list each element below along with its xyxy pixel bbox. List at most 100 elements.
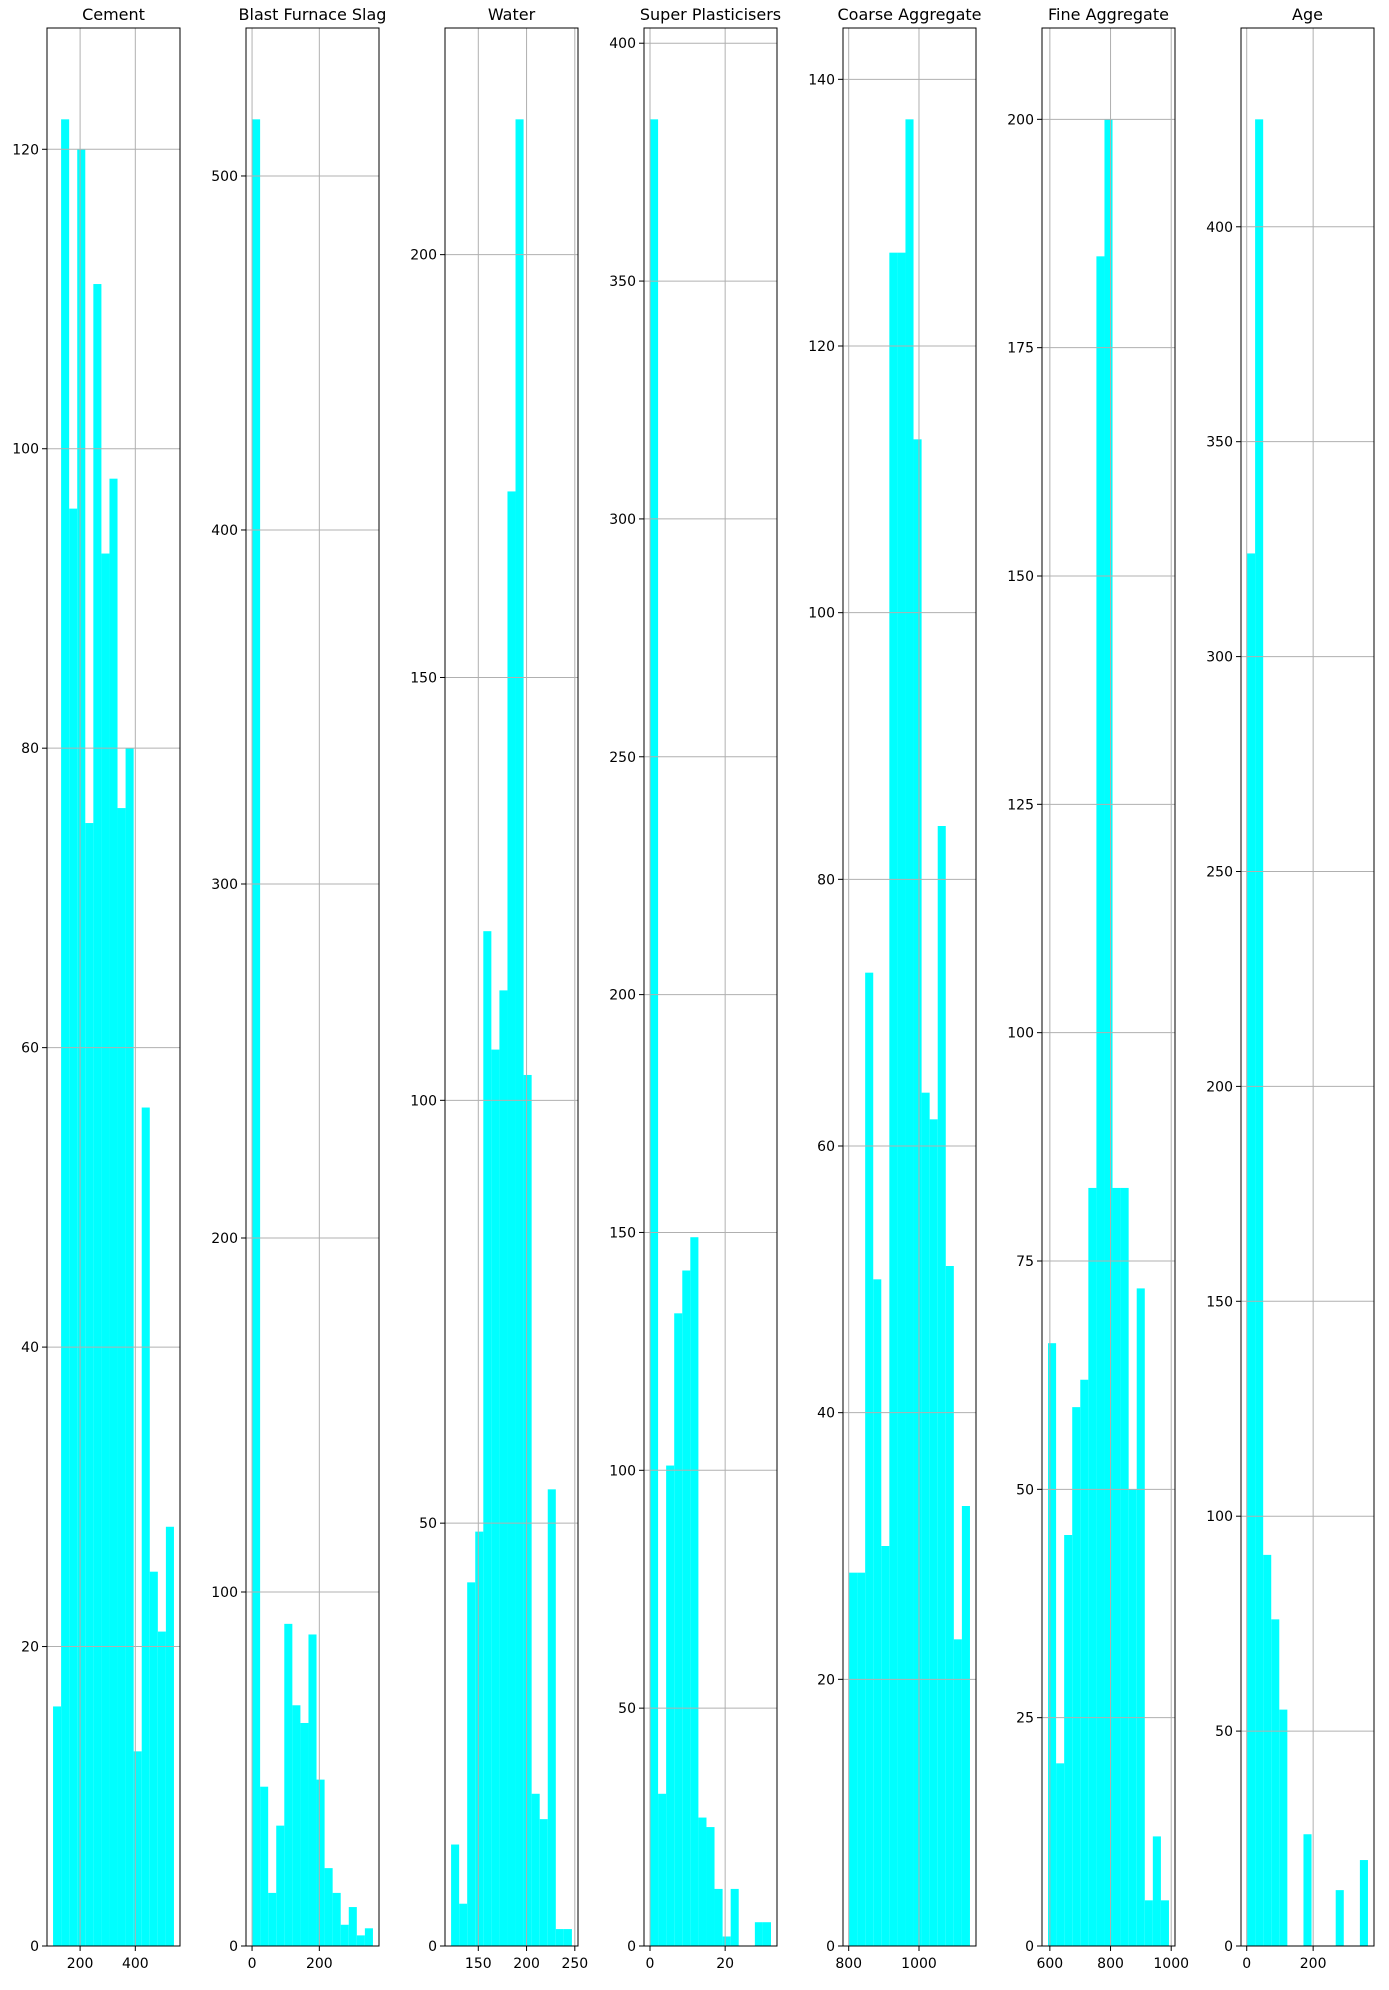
x-tick-label: 800 xyxy=(1097,1956,1124,1972)
bar xyxy=(165,1526,174,1946)
y-tick-label: 0 xyxy=(428,1939,437,1955)
bar xyxy=(316,1779,325,1946)
bar xyxy=(364,1928,373,1946)
x-tick-label: 200 xyxy=(513,1956,540,1972)
x-tick-label: 250 xyxy=(561,1956,588,1972)
y-tick-label: 60 xyxy=(817,1139,835,1155)
bar xyxy=(467,1582,476,1946)
x-tick-label: 0 xyxy=(248,1956,257,1972)
y-tick-label: 200 xyxy=(1007,112,1034,128)
y-tick-label: 125 xyxy=(1007,797,1034,813)
y-tick-label: 150 xyxy=(609,1225,636,1241)
y-tick-label: 0 xyxy=(1224,1939,1233,1955)
bar xyxy=(690,1237,699,1946)
x-tick-label: 1000 xyxy=(1153,1956,1189,1972)
axes-frame xyxy=(245,27,380,1947)
bar xyxy=(157,1631,166,1946)
bar xyxy=(1112,1187,1121,1946)
y-tick-label: 175 xyxy=(1007,341,1034,357)
y-tick-label: 500 xyxy=(211,169,238,185)
chart-title: Blast Furnace Slag xyxy=(239,5,387,24)
bar xyxy=(141,1107,150,1946)
y-tick-label: 120 xyxy=(12,142,39,158)
bar xyxy=(897,252,906,1947)
bar xyxy=(491,1049,500,1946)
y-tick-label: 40 xyxy=(21,1340,39,1356)
axes-frame xyxy=(842,27,977,1947)
bar xyxy=(674,1313,683,1946)
y-tick-label: 200 xyxy=(410,248,437,264)
bar xyxy=(1303,1834,1312,1946)
bar xyxy=(523,1074,532,1946)
y-tick-label: 100 xyxy=(211,1585,238,1601)
chart-title: Super Plasticisers xyxy=(640,5,781,24)
x-tick-label: 0 xyxy=(646,1956,655,1972)
y-tick-label: 300 xyxy=(211,877,238,893)
x-tick-label: 0 xyxy=(1242,1956,1251,1972)
bar xyxy=(929,1119,938,1946)
bar xyxy=(873,1279,882,1946)
bar xyxy=(1096,256,1105,1946)
chart-title: Coarse Aggregate xyxy=(837,5,981,24)
y-tick-label: 75 xyxy=(1016,1254,1034,1270)
bar xyxy=(658,1793,667,1946)
bar xyxy=(1088,1187,1097,1946)
bar xyxy=(1160,1900,1169,1946)
bar xyxy=(475,1531,484,1946)
y-tick-label: 150 xyxy=(410,670,437,686)
bar xyxy=(937,826,946,1946)
bar xyxy=(1056,1763,1065,1946)
bar xyxy=(881,1546,890,1946)
bar xyxy=(857,1572,866,1946)
x-tick-label: 600 xyxy=(1036,1956,1063,1972)
y-tick-label: 0 xyxy=(1025,1939,1034,1955)
bar xyxy=(1048,1343,1057,1946)
y-tick-label: 100 xyxy=(808,606,835,622)
bar xyxy=(945,1266,954,1946)
y-tick-label: 50 xyxy=(618,1701,636,1717)
chart-title: Water xyxy=(488,5,536,24)
bar xyxy=(1072,1407,1081,1946)
y-tick-label: 350 xyxy=(1206,435,1233,451)
bar xyxy=(865,972,874,1946)
y-tick-label: 40 xyxy=(817,1406,835,1422)
bar xyxy=(356,1935,365,1946)
bar xyxy=(905,119,914,1946)
axes-frame xyxy=(444,27,579,1947)
axes-frame xyxy=(1041,27,1176,1947)
y-tick-label: 200 xyxy=(609,988,636,1004)
bar xyxy=(451,1844,460,1946)
bar xyxy=(1144,1900,1153,1946)
bar xyxy=(762,1922,771,1946)
chart-title: Fine Aggregate xyxy=(1048,5,1169,24)
bar xyxy=(1152,1836,1161,1946)
bar xyxy=(1263,1554,1272,1946)
bar xyxy=(953,1639,962,1946)
bar xyxy=(698,1817,707,1946)
axes-frame xyxy=(643,27,778,1947)
bar xyxy=(515,119,524,1946)
x-tick-label: 150 xyxy=(465,1956,492,1972)
bar xyxy=(133,1751,142,1946)
bar xyxy=(666,1465,675,1946)
y-tick-label: 150 xyxy=(1206,1294,1233,1310)
y-tick-label: 250 xyxy=(609,750,636,766)
y-tick-label: 400 xyxy=(1206,220,1233,236)
bar xyxy=(921,1092,930,1946)
bar xyxy=(292,1705,301,1946)
bar xyxy=(276,1825,285,1946)
bar xyxy=(93,284,102,1947)
bar xyxy=(1120,1187,1129,1946)
bar xyxy=(722,1936,731,1946)
y-tick-label: 200 xyxy=(1206,1079,1233,1095)
y-tick-label: 50 xyxy=(1016,1482,1034,1498)
bar xyxy=(555,1929,564,1946)
y-tick-label: 200 xyxy=(211,1231,238,1247)
bar xyxy=(101,553,110,1946)
y-tick-label: 80 xyxy=(817,872,835,888)
bar xyxy=(961,1506,970,1946)
y-tick-label: 140 xyxy=(808,72,835,88)
bar xyxy=(268,1892,277,1946)
chart-title: Age xyxy=(1292,5,1323,24)
bar xyxy=(61,119,70,1946)
